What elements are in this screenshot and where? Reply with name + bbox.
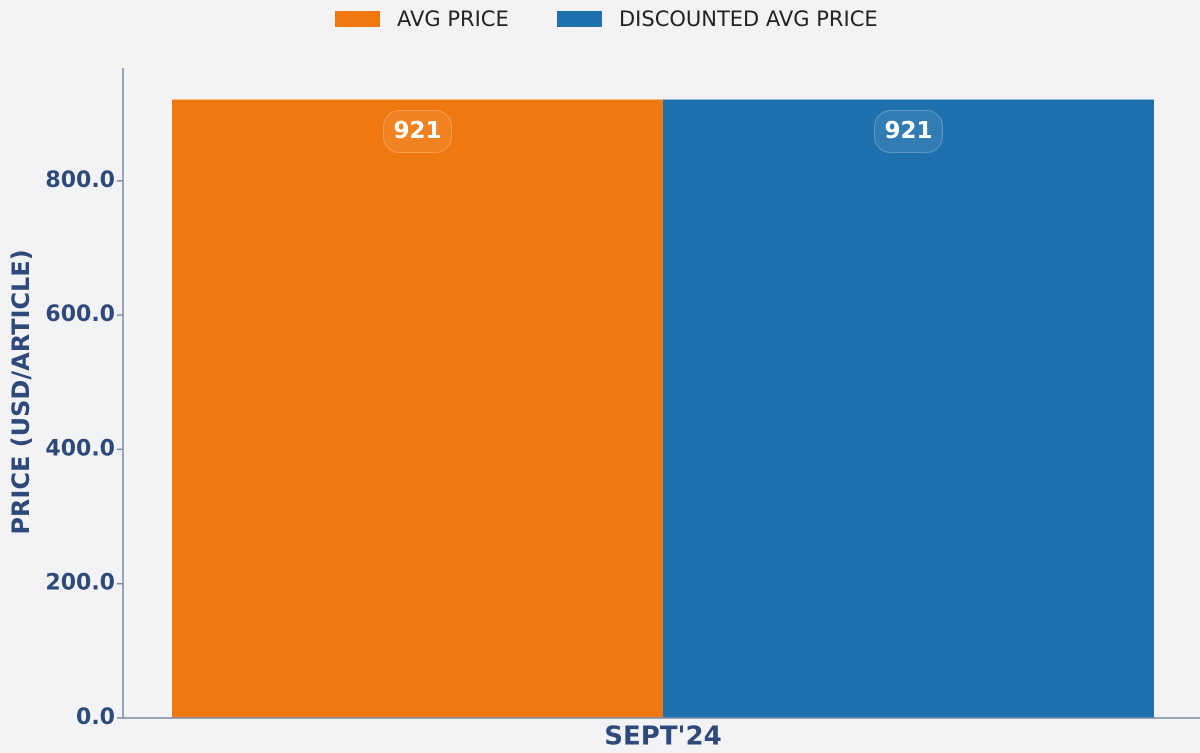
bar bbox=[663, 99, 1154, 718]
legend-swatch bbox=[557, 11, 602, 27]
y-tick-label: 800.0 bbox=[45, 168, 115, 193]
legend-swatch bbox=[335, 11, 380, 27]
y-tick-label: 400.0 bbox=[45, 436, 115, 461]
x-tick-label: SEPT'24 bbox=[604, 722, 721, 750]
y-axis-label: PRICE (USD/ARTICLE) bbox=[7, 249, 35, 534]
legend-label: AVG PRICE bbox=[397, 7, 509, 31]
value-label-bg bbox=[874, 110, 943, 154]
value-label: 921 bbox=[884, 118, 932, 144]
y-tick-label: 600.0 bbox=[45, 302, 115, 327]
bar bbox=[172, 99, 663, 718]
legend-label: DISCOUNTED AVG PRICE bbox=[619, 7, 878, 31]
value-label: 921 bbox=[393, 118, 441, 144]
value-label-bg bbox=[383, 110, 452, 154]
y-tick-label: 0.0 bbox=[76, 705, 115, 730]
y-tick-label: 200.0 bbox=[45, 571, 115, 596]
